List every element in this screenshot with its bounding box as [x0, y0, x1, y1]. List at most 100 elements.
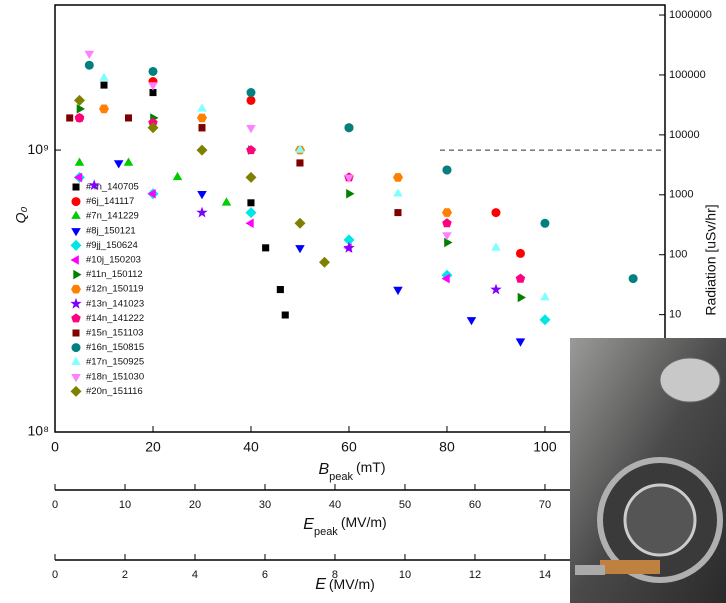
- legend-marker: [71, 313, 81, 323]
- data-point: [491, 242, 501, 251]
- data-point: [99, 72, 109, 81]
- data-point: [444, 237, 453, 248]
- axis-label-part: E: [315, 576, 326, 593]
- data-point: [515, 248, 525, 258]
- x2-tick-label: 0: [52, 499, 58, 511]
- data-point: [295, 245, 305, 254]
- data-point: [246, 88, 256, 98]
- photo-inset: [570, 338, 726, 603]
- legend-label: #16n_150815: [86, 342, 144, 353]
- legend-label: #7n_141229: [86, 211, 139, 222]
- axis-label-part: peak: [314, 526, 338, 538]
- data-point: [99, 104, 109, 114]
- data-point: [540, 292, 550, 301]
- data-point: [490, 283, 502, 295]
- data-point: [148, 66, 158, 76]
- x2-tick-label: 70: [539, 499, 551, 511]
- data-point: [343, 234, 355, 246]
- y-axis-label: Q₀: [13, 207, 29, 224]
- data-point: [246, 145, 256, 155]
- x3-tick-label: 12: [469, 569, 481, 581]
- y2-axis-label: Radiation [uSv/hr]: [703, 204, 719, 315]
- data-point: [148, 82, 158, 91]
- data-point: [123, 157, 134, 166]
- legend-label: #20n_151116: [86, 386, 143, 397]
- data-point: [393, 173, 403, 182]
- data-point: [295, 144, 305, 153]
- data-point: [442, 218, 452, 228]
- legend-marker: [71, 374, 81, 383]
- x-tick-label: 100: [533, 439, 557, 455]
- data-point: [149, 89, 157, 97]
- x-tick-label: 20: [145, 439, 161, 455]
- data-point: [196, 144, 208, 156]
- x-tick-label: 40: [243, 439, 259, 455]
- data-point: [343, 241, 355, 253]
- data-point: [198, 124, 206, 132]
- data-point: [344, 123, 354, 133]
- legend-marker: [70, 255, 79, 265]
- data-point: [113, 160, 124, 169]
- legend-label: #12n_150119: [86, 284, 143, 295]
- data-point: [319, 256, 330, 268]
- data-point: [88, 179, 100, 191]
- x3-tick-label: 0: [52, 569, 58, 581]
- legend-label: #18n_151030: [86, 371, 144, 382]
- data-point: [100, 81, 108, 89]
- legend-label: #8j_150121: [86, 225, 136, 236]
- y-tick-label: 10⁹: [27, 141, 49, 157]
- data-point: [221, 197, 232, 206]
- legend-marker: [70, 297, 82, 309]
- y2-tick-label: 100: [669, 249, 687, 261]
- data-point: [66, 114, 74, 122]
- data-point: [517, 292, 526, 303]
- plot-frame: [54, 4, 666, 433]
- data-point: [74, 157, 85, 166]
- legend-marker: [70, 239, 82, 251]
- x3-tick-label: 10: [399, 569, 411, 581]
- x-tick-label: 80: [439, 439, 455, 455]
- data-point: [197, 103, 207, 112]
- data-point: [394, 209, 402, 217]
- data-point: [247, 199, 255, 207]
- legend-label: #14n_141222: [86, 313, 144, 324]
- x3-tick-label: 8: [332, 569, 338, 581]
- data-point: [84, 50, 95, 59]
- x3-tick-label: 14: [539, 569, 551, 581]
- legend-label: #10j_150203: [86, 255, 141, 266]
- data-point: [466, 317, 477, 326]
- legend-label: #11n_150112: [86, 269, 143, 280]
- x2-axis-label: Epeak(MV/m): [303, 514, 386, 538]
- legend-label: #4n_140705: [86, 182, 139, 193]
- axis-label-part: (MV/m): [329, 576, 375, 592]
- data-point: [539, 314, 551, 326]
- data-point: [276, 286, 284, 294]
- legend-marker: [72, 183, 80, 191]
- data-point: [245, 207, 257, 219]
- data-point: [147, 189, 156, 199]
- data-point: [197, 191, 207, 200]
- data-point: [125, 114, 132, 122]
- data-point: [281, 311, 289, 319]
- legend-marker: [70, 385, 82, 397]
- legend-label: #17n_150925: [86, 357, 144, 368]
- x3-tick-label: 6: [262, 569, 268, 581]
- x2-tick-label: 60: [469, 499, 481, 511]
- legend-marker: [71, 343, 81, 353]
- data-point: [245, 171, 257, 183]
- legend-label: #13n_141023: [86, 298, 144, 309]
- data-point: [197, 113, 207, 123]
- data-point: [246, 95, 256, 105]
- legend-marker: [71, 210, 81, 219]
- data-point: [346, 189, 355, 199]
- x2-tick-label: 50: [399, 499, 411, 511]
- y2-tick-label: 100000: [669, 69, 706, 81]
- data-point: [540, 218, 550, 228]
- data-point: [147, 122, 159, 134]
- data-point: [76, 104, 85, 114]
- data-point: [296, 159, 304, 167]
- x2-tick-label: 10: [119, 499, 131, 511]
- data-point: [196, 206, 208, 218]
- data-point: [245, 218, 254, 228]
